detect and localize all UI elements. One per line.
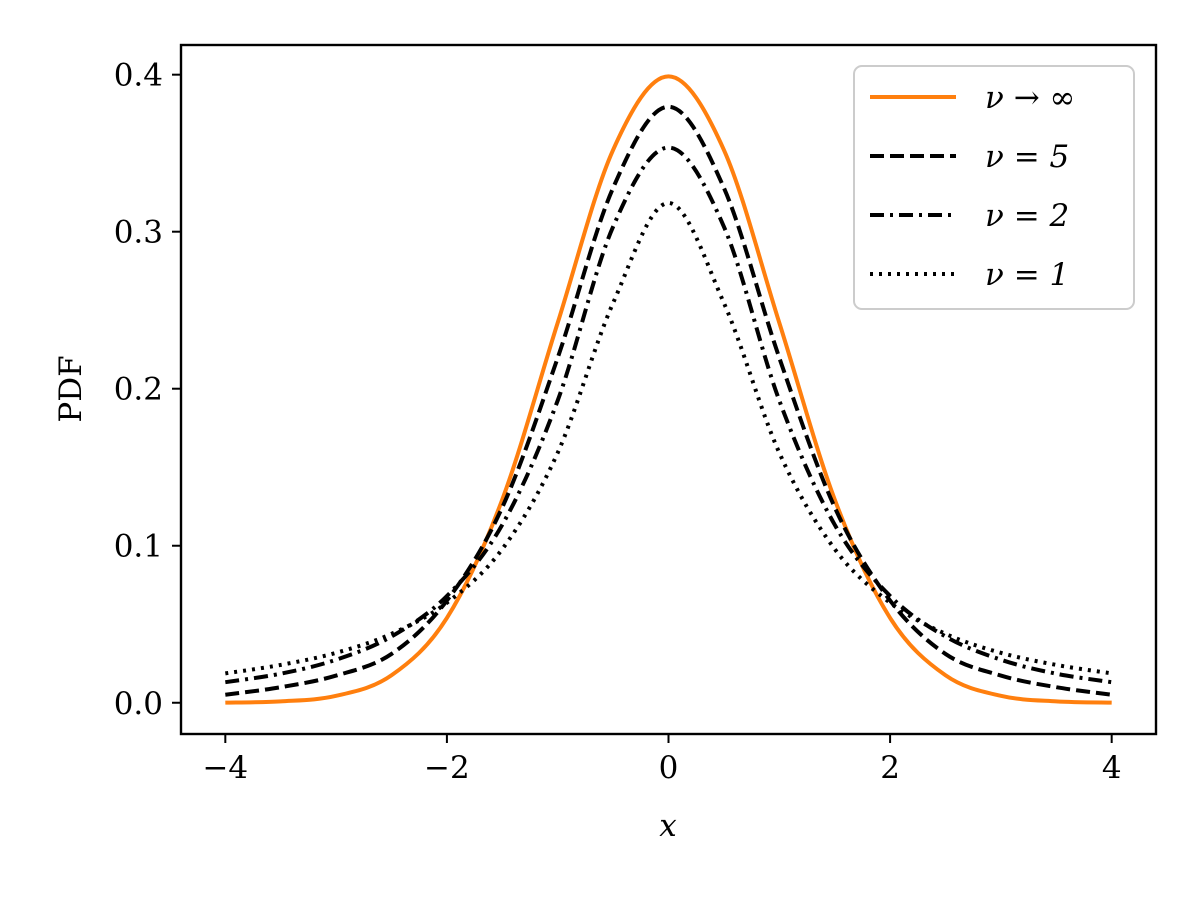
x-tick-label: 2 xyxy=(880,750,900,786)
y-axis: 0.0 0.1 0.2 0.3 0.4 xyxy=(114,58,181,722)
y-tick-label: 0.4 xyxy=(114,58,163,94)
x-tick-label: 0 xyxy=(659,750,679,786)
series-layer xyxy=(225,74,1112,705)
series-line xyxy=(225,104,1112,697)
series-line xyxy=(225,74,1112,705)
legend-label: ν → ∞ xyxy=(985,80,1075,116)
series-line xyxy=(225,145,1112,685)
legend-label: ν = 1 xyxy=(985,257,1069,293)
y-tick-label: 0.3 xyxy=(114,215,163,251)
y-tick-label: 0.1 xyxy=(114,529,163,565)
x-tick-label: −4 xyxy=(202,750,248,786)
x-axis-label: x xyxy=(659,808,677,844)
legend: ν → ∞ ν = 5 ν = 2 ν = 1 xyxy=(853,65,1135,310)
series-line xyxy=(225,200,1112,676)
y-axis-label: PDF xyxy=(53,355,89,422)
legend-label: ν = 2 xyxy=(985,198,1069,234)
y-tick-label: 0.0 xyxy=(114,686,163,722)
x-axis: −4 −2 0 2 4 xyxy=(202,734,1122,786)
legend-frame xyxy=(853,65,1135,310)
x-tick-label: −2 xyxy=(424,750,470,786)
legend-label: ν = 5 xyxy=(985,139,1069,175)
y-tick-label: 0.2 xyxy=(114,372,163,408)
x-tick-label: 4 xyxy=(1102,750,1122,786)
